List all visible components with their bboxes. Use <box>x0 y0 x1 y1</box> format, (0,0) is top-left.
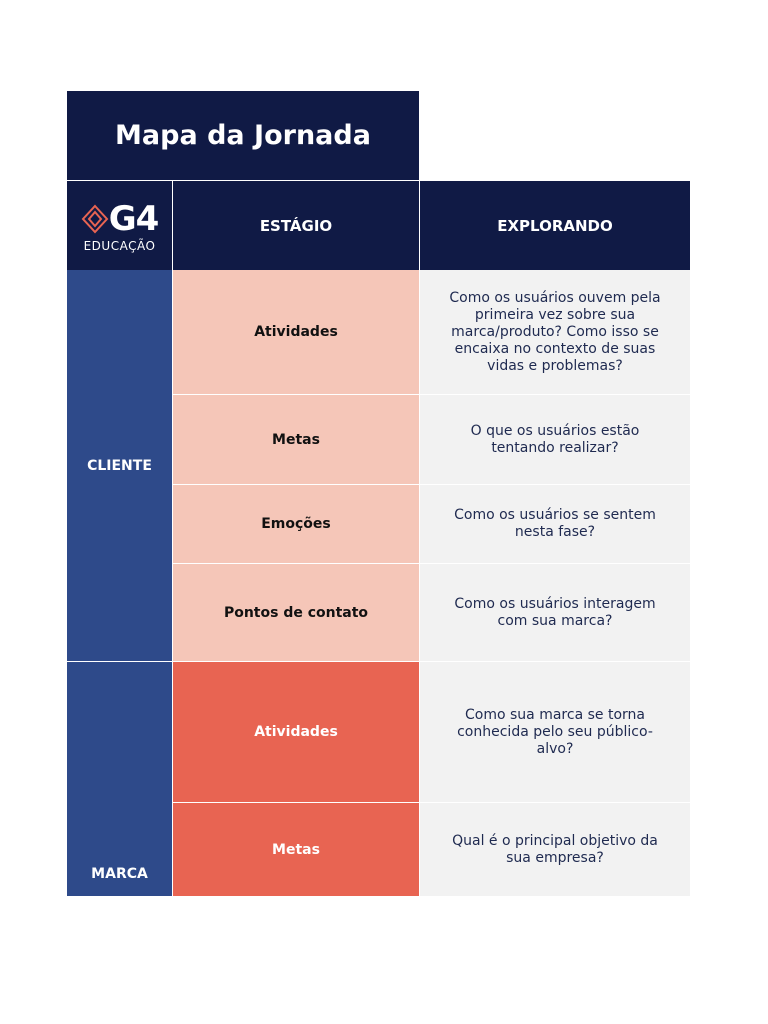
explore-heading: EXPLORANDO <box>420 181 690 270</box>
logo-subtitle: EDUCAÇÃO <box>83 238 156 253</box>
stage-cell: Atividades <box>173 270 419 395</box>
question-cell: O que os usuários estão tentando realiza… <box>420 395 690 485</box>
stage-cell: Metas <box>173 395 419 485</box>
logo-mark: G4 <box>108 198 160 239</box>
stage-cell: Atividades <box>173 662 419 803</box>
stage-cell: Pontos de contato <box>173 564 419 662</box>
stage-cell: Emoções <box>173 485 419 564</box>
stage-cell: Metas <box>173 803 419 897</box>
question-cell: Como os usuários se sentem nesta fase? <box>420 485 690 564</box>
logo: G4 EDUCAÇÃO <box>67 181 172 270</box>
question-cell: Como sua marca se torna conhecida pelo s… <box>420 662 690 803</box>
title: Mapa da Jornada <box>67 91 419 180</box>
stage-heading: ESTÁGIO <box>173 181 419 270</box>
question-cell: Qual é o principal objetivo da sua empre… <box>420 803 690 897</box>
question-cell: Como os usuários ouvem pela primeira vez… <box>420 270 690 395</box>
group-label: CLIENTE <box>67 270 172 662</box>
logo-row: G4 <box>81 199 159 239</box>
logo-icon <box>81 204 109 233</box>
group-label: MARCA <box>67 662 172 897</box>
question-cell: Como os usuários interagem com sua marca… <box>420 564 690 662</box>
